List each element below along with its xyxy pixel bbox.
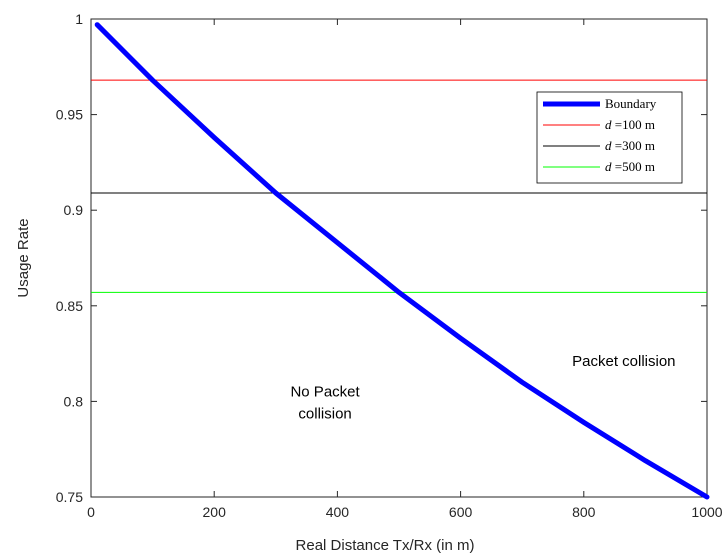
annotation-text-1: No Packet [290,384,360,401]
legend-entry-label: d =300 m [605,138,655,153]
x-tick-label: 200 [203,504,227,520]
y-tick-label: 0.75 [56,489,83,505]
x-tick-label: 800 [572,504,596,520]
legend-box [536,91,683,184]
legend-entry-var: d [605,138,612,153]
legend-entry-var: d [605,117,612,132]
annotation-text-0: Packet collision [572,353,675,370]
legend-entry-label: d =100 m [605,117,655,132]
series-layer [91,22,710,500]
annotations: Packet collision No Packet collision [290,353,675,423]
y-tick-label: 1 [75,11,83,27]
x-tick-label: 600 [449,504,473,520]
legend-entry-label: d =500 m [605,159,655,174]
y-tick-label: 0.9 [64,202,84,218]
y-axis-ticks: 0.75 0.8 0.85 0.9 0.95 1 [56,11,707,505]
legend-entry-var: d [605,159,612,174]
y-tick-label: 0.95 [56,107,83,123]
legend-entry-value: =500 m [612,159,655,174]
x-axis-ticks: 0 200 400 600 800 1000 [87,19,723,520]
x-tick-label: 0 [87,504,95,520]
x-tick-label: 1000 [691,504,722,520]
annotation-text-1: collision [298,406,351,423]
y-tick-label: 0.85 [56,298,83,314]
y-axis-label: Usage Rate [15,218,32,297]
legend-entry-value: =100 m [612,117,655,132]
x-tick-label: 400 [326,504,350,520]
legend-entry-value: =300 m [612,138,655,153]
boundary-line [94,22,710,500]
y-tick-label: 0.8 [64,393,84,409]
plot-area [90,18,708,498]
legend-entry-label: Boundary [605,96,657,111]
x-axis-label: Real Distance Tx/Rx (in m) [296,537,475,554]
